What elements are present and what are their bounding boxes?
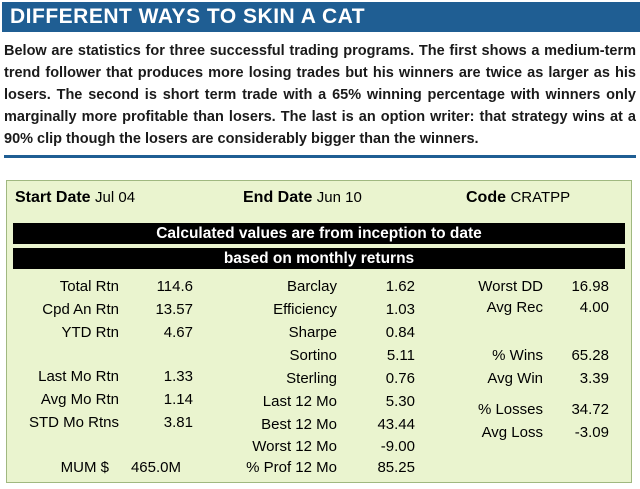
stat-value: 3.81 [163, 414, 193, 431]
start-date-label: Start Date [15, 189, 91, 206]
start-date: Start Date Jul 04 [15, 189, 135, 207]
stat-label: % Prof 12 Mo [246, 459, 337, 476]
stat-label: Efficiency [273, 301, 337, 318]
stat-value: 34.72 [571, 401, 609, 418]
stat-label: Worst DD [478, 278, 543, 295]
stat-value: -9.00 [380, 438, 415, 455]
stat-label: Avg Mo Rtn [40, 391, 119, 408]
stat-value: 1.14 [163, 391, 193, 408]
end-date: End Date Jun 10 [243, 189, 362, 207]
stat-label: Worst 12 Mo [252, 438, 337, 455]
stat-value: 0.76 [385, 370, 415, 387]
stat-value: 16.98 [571, 278, 609, 295]
stat-label: Sharpe [288, 324, 337, 341]
stat-label: Best 12 Mo [261, 416, 337, 433]
stat-value: 3.39 [579, 370, 609, 387]
stat-label: Barclay [286, 278, 337, 295]
stat-value: 5.11 [386, 347, 415, 364]
stat-label: Total Rtn [59, 278, 119, 295]
stat-label: Sortino [289, 347, 337, 364]
stat-label: % Wins [492, 347, 543, 364]
stat-label: Avg Win [487, 370, 543, 387]
stat-value: 5.30 [385, 393, 415, 410]
banner-inception: Calculated values are from inception to … [13, 223, 625, 244]
stat-label: Sterling [286, 370, 337, 387]
stat-value: 4.00 [579, 299, 609, 316]
page-title: DIFFERENT WAYS TO SKIN A CAT [10, 5, 366, 28]
stat-value: 13.57 [155, 301, 193, 318]
stat-value: 1.62 [385, 278, 415, 295]
stat-label: Cpd An Rtn [42, 301, 119, 318]
stat-label: Avg Rec [486, 299, 543, 316]
stats-panel: Start Date Jul 04 End Date Jun 10 Code C… [6, 180, 632, 483]
code-value: CRATPP [510, 189, 571, 206]
stat-value: 65.28 [571, 347, 609, 364]
stat-value: 1.03 [385, 301, 415, 318]
stat-value: 0.84 [385, 324, 415, 341]
end-date-label: End Date [243, 189, 313, 206]
stat-value: 465.0M [130, 459, 181, 476]
code: Code CRATPP [466, 189, 570, 207]
end-date-value: Jun 10 [316, 189, 362, 206]
stat-value: 43.44 [377, 416, 415, 433]
stat-value: 1.33 [163, 368, 193, 385]
stat-label: % Losses [477, 401, 543, 418]
banner-monthly: based on monthly returns [13, 248, 625, 269]
stat-value: -3.09 [574, 424, 609, 441]
stat-label: STD Mo Rtns [28, 414, 119, 431]
stat-label: Last Mo Rtn [38, 368, 119, 385]
stat-label: Avg Loss [481, 424, 543, 441]
intro-paragraph: Below are statistics for three successfu… [4, 43, 636, 147]
stat-label: Last 12 Mo [262, 393, 337, 410]
stat-label: MUM $ [60, 459, 109, 476]
code-label: Code [466, 189, 506, 206]
start-date-value: Jul 04 [95, 189, 136, 206]
stat-value: 85.25 [377, 459, 415, 476]
stat-value: 4.67 [163, 324, 193, 341]
stat-label: YTD Rtn [61, 324, 119, 341]
title-bar: DIFFERENT WAYS TO SKIN A CAT [2, 2, 640, 32]
stat-value: 114.6 [156, 278, 193, 295]
section-divider [4, 155, 636, 158]
